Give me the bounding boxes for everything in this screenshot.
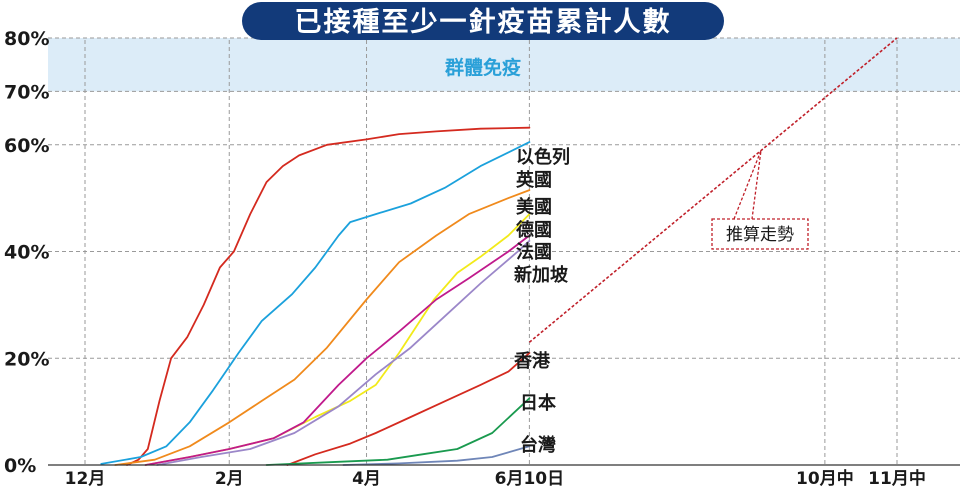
series-label-美國: 美國: [516, 196, 552, 218]
series-label-香港: 香港: [513, 351, 551, 372]
y-tick-label: 80%: [4, 28, 49, 50]
series-line-新加坡: [156, 239, 531, 466]
y-tick-label: 0%: [4, 455, 36, 477]
series-label-日本: 日本: [520, 392, 556, 414]
x-tick-label: 2月: [215, 469, 244, 489]
series-line-香港: [286, 351, 531, 466]
x-tick-label: 12月: [65, 469, 106, 489]
series-label-台灣: 台灣: [520, 434, 556, 456]
x-tick-label: 4月: [352, 469, 381, 489]
y-tick-label: 60%: [4, 135, 49, 157]
axes: 0% 20% 40% 60% 70% 80% 12月 2月 4月 6月10日 10月中 11月中: [4, 28, 960, 489]
y-tick-label: 40%: [4, 242, 49, 264]
projection-line: [528, 37, 898, 343]
title: 已接種至少一針疫苗累計人數: [242, 2, 724, 40]
series-label-英國: 英國: [515, 169, 552, 191]
series-label-新加坡: 新加坡: [514, 264, 569, 286]
series-line-法國: [144, 234, 531, 466]
series-label-法國: 法國: [516, 241, 552, 263]
series-line-台灣: [342, 445, 531, 466]
x-tick-label: 11月中: [868, 468, 926, 489]
herd-immunity-band: 群體免疫: [48, 38, 960, 92]
projection-label: 推算走勢: [726, 225, 794, 245]
projection: 推算走勢: [528, 37, 898, 343]
series-line-美國: [114, 189, 531, 466]
title-pill: [242, 2, 724, 40]
series-line-英國: [100, 141, 531, 465]
series-line-日本: [265, 397, 531, 466]
band-rect: [48, 38, 960, 92]
band-label: 群體免疫: [444, 56, 521, 79]
x-tick-label: 10月中: [796, 468, 854, 489]
series-label-以色列: 以色列: [516, 146, 570, 168]
series-label-德國: 德國: [516, 219, 552, 241]
series-line-以色列: [126, 126, 531, 466]
y-tick-label: 20%: [4, 348, 49, 370]
projection-callout: [711, 218, 809, 250]
chart-title: 已接種至少一針疫苗累計人數: [295, 6, 672, 38]
gridlines: [48, 37, 960, 465]
projection-pointer: [733, 150, 762, 220]
y-tick-label: 70%: [4, 81, 49, 103]
x-tick-label: 6月10日: [495, 469, 565, 489]
series-lines: [100, 126, 531, 466]
